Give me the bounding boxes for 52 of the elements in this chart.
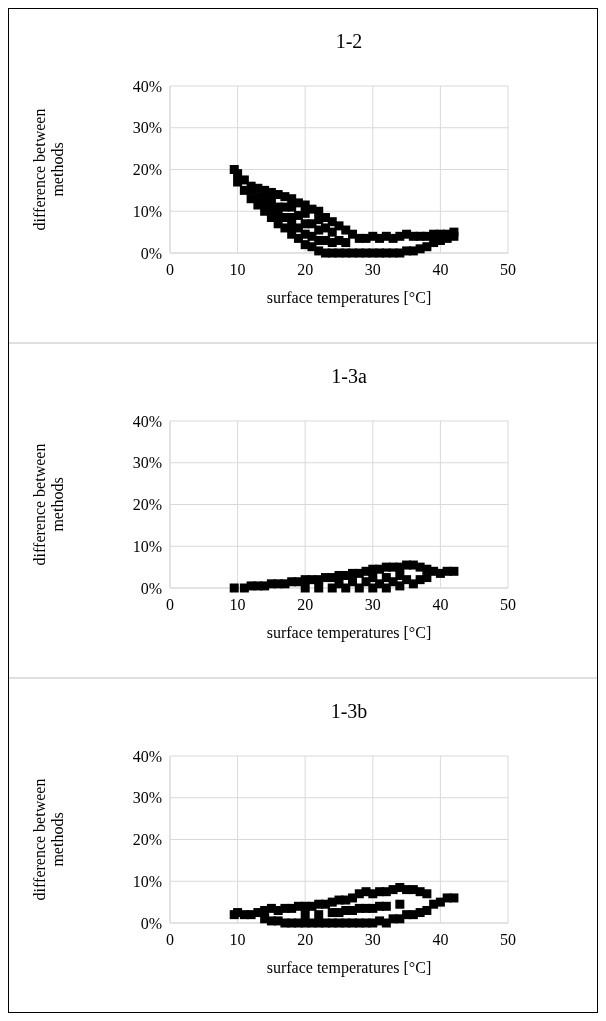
y-tick-label: 40% xyxy=(132,747,162,765)
x-tick-label: 0 xyxy=(166,261,174,278)
chart-title: 1-3b xyxy=(330,700,368,722)
point xyxy=(229,583,239,593)
y-tick-label: 20% xyxy=(132,161,162,179)
point xyxy=(368,583,378,593)
x-tick-label: 40 xyxy=(432,931,449,948)
x-tick-label: 20 xyxy=(297,931,314,948)
x-tick-label: 30 xyxy=(364,931,381,948)
x-axis-title: surface temperatures [°C] xyxy=(266,289,432,307)
point xyxy=(449,566,459,576)
y-tick-label: 40% xyxy=(132,412,162,430)
y-axis-title: difference between methods xyxy=(30,778,67,901)
point xyxy=(341,583,351,593)
x-tick-label: 40 xyxy=(432,261,449,278)
y-tick-label: 0% xyxy=(140,244,162,262)
x-tick-label: 10 xyxy=(229,931,246,948)
y-tick-label: 0% xyxy=(140,579,162,597)
x-tick-label: 10 xyxy=(229,596,246,613)
y-tick-label: 20% xyxy=(132,831,162,849)
chart-title: 1-3a xyxy=(331,365,367,387)
y-tick-label: 0% xyxy=(140,914,162,932)
x-tick-label: 10 xyxy=(229,261,246,278)
x-tick-label: 20 xyxy=(297,596,314,613)
chart-title: 1-2 xyxy=(335,30,363,52)
point xyxy=(354,583,364,593)
x-tick-label: 0 xyxy=(166,596,174,613)
x-tick-label: 30 xyxy=(364,261,381,278)
y-tick-label: 10% xyxy=(132,202,162,220)
x-tick-label: 30 xyxy=(364,596,381,613)
y-tick-label: 20% xyxy=(132,496,162,514)
x-tick-label: 0 xyxy=(166,931,174,948)
x-axis-title: surface temperatures [°C] xyxy=(266,959,432,977)
y-tick-label: 40% xyxy=(132,77,162,95)
x-axis-title: surface temperatures [°C] xyxy=(266,624,432,642)
point xyxy=(314,583,324,593)
y-tick-label: 30% xyxy=(132,119,162,137)
y-axis-title: difference between methods xyxy=(30,443,67,566)
x-tick-label: 50 xyxy=(500,261,516,278)
y-tick-label: 30% xyxy=(132,789,162,807)
x-tick-label: 50 xyxy=(500,931,516,948)
point xyxy=(327,583,337,593)
point xyxy=(300,583,310,593)
y-axis-title: difference between methods xyxy=(30,108,67,231)
x-tick-label: 50 xyxy=(500,596,516,613)
x-tick-label: 40 xyxy=(432,596,449,613)
y-tick-label: 10% xyxy=(132,537,162,555)
x-tick-label: 20 xyxy=(297,261,314,278)
y-tick-label: 10% xyxy=(132,872,162,890)
y-tick-label: 30% xyxy=(132,454,162,472)
point xyxy=(381,583,391,593)
point xyxy=(395,581,405,591)
